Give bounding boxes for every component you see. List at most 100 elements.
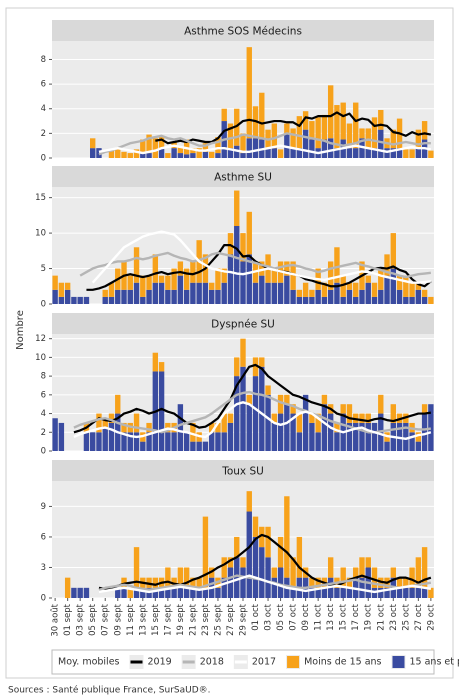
bar <box>58 422 65 451</box>
bar <box>421 404 428 414</box>
bar <box>121 432 127 451</box>
bar <box>133 282 140 304</box>
bar <box>208 282 215 290</box>
bar <box>327 261 334 290</box>
bar <box>196 441 202 451</box>
legend-swatch <box>287 656 300 668</box>
bar <box>334 422 340 433</box>
bar <box>158 282 165 304</box>
bar <box>396 289 403 304</box>
bar <box>190 587 196 598</box>
bar <box>252 138 259 158</box>
bar <box>409 296 415 304</box>
bar <box>102 418 108 428</box>
bar <box>403 577 409 588</box>
panel-title: Asthme SOS Médecins <box>184 26 302 38</box>
y-tick-label: 9 <box>41 502 46 512</box>
bar <box>140 587 146 598</box>
bar <box>133 432 140 451</box>
y-tick-label: 0 <box>41 154 46 164</box>
legend-label: Moins de 15 ans <box>304 657 381 668</box>
bar <box>296 289 303 297</box>
panel-title: Toux SU <box>221 466 264 478</box>
bar <box>234 376 240 451</box>
bar <box>284 404 290 451</box>
bar <box>365 275 371 283</box>
bar <box>127 289 133 304</box>
bar <box>346 148 353 158</box>
bar <box>146 432 152 451</box>
bar <box>334 105 340 149</box>
x-tick-label: 07 oct <box>289 603 299 630</box>
bar <box>284 275 290 304</box>
x-tick-label: 15 oct <box>339 603 349 630</box>
bar <box>340 587 346 598</box>
bar <box>158 362 165 372</box>
bar <box>240 153 246 158</box>
bar <box>165 432 171 451</box>
bar <box>277 282 284 304</box>
bar <box>102 427 108 451</box>
bar <box>64 282 71 290</box>
bar <box>396 148 403 158</box>
bar <box>403 149 409 158</box>
bar <box>359 577 365 598</box>
bar <box>290 289 296 304</box>
bar <box>296 432 303 451</box>
bar <box>252 536 259 598</box>
bar <box>346 123 353 149</box>
bar <box>115 149 121 158</box>
bar <box>321 587 328 598</box>
bar <box>252 516 259 537</box>
bar <box>390 567 396 578</box>
bar <box>327 557 334 578</box>
bar <box>371 148 378 158</box>
bar <box>177 275 184 304</box>
bar <box>83 296 90 304</box>
bar <box>421 296 428 304</box>
legend-label: 2019 <box>148 657 172 668</box>
bar <box>108 282 115 297</box>
bar <box>321 296 328 304</box>
bar <box>240 133 246 154</box>
x-tick-label: 21 sept <box>188 603 198 636</box>
y-tick-label: 0 <box>41 594 46 604</box>
bar <box>140 275 146 297</box>
bar <box>309 587 315 598</box>
bar <box>271 567 278 578</box>
bar <box>152 138 159 158</box>
bar <box>334 247 340 283</box>
bar <box>121 587 127 598</box>
bar <box>409 149 415 158</box>
bar <box>415 129 422 149</box>
bar <box>327 413 334 451</box>
bar <box>227 413 234 423</box>
bar <box>165 289 171 304</box>
bar <box>215 432 221 451</box>
y-tick-label: 12 <box>35 334 46 344</box>
bar <box>140 139 146 152</box>
x-tick-label: 30 août <box>51 603 61 636</box>
bar <box>52 289 58 304</box>
bar <box>71 587 77 598</box>
bar <box>421 121 428 140</box>
bar <box>246 138 252 158</box>
bar <box>196 282 202 304</box>
bar <box>146 422 152 433</box>
bar <box>108 149 115 158</box>
bar <box>227 422 234 451</box>
bar <box>346 282 353 290</box>
y-tick-label: 5 <box>41 264 46 274</box>
bar <box>340 296 346 304</box>
bar <box>421 413 428 451</box>
bar <box>246 394 252 405</box>
bar <box>321 282 328 297</box>
bar <box>140 441 146 451</box>
bar <box>302 111 309 130</box>
bar <box>221 577 227 598</box>
x-tick-label: 27 oct <box>414 603 424 630</box>
bar <box>371 567 378 588</box>
bar <box>171 587 177 598</box>
moving-average-line <box>98 533 432 590</box>
bar <box>96 432 102 451</box>
